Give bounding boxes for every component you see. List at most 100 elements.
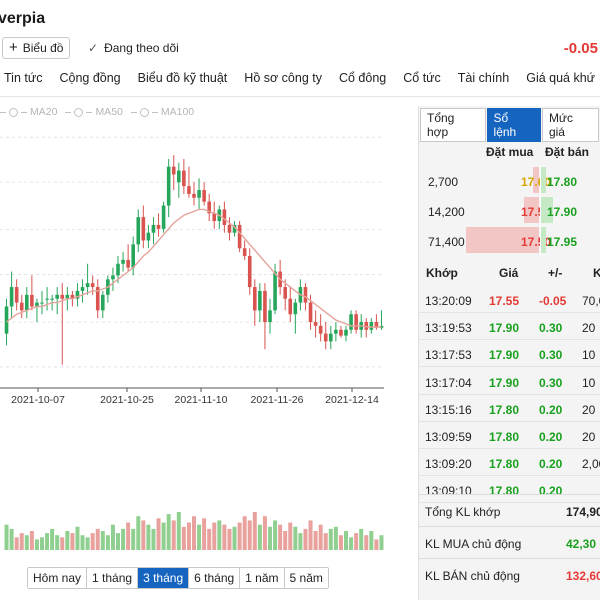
follow-button[interactable]: ✓ Đang theo dõi <box>88 41 179 55</box>
candle-body <box>303 287 308 303</box>
candle-body <box>121 259 125 264</box>
match-price: 17.90 <box>489 321 520 336</box>
volume-bar <box>308 520 313 550</box>
candle-body <box>9 287 14 307</box>
volume-bar <box>278 524 283 550</box>
match-change: 0.20 <box>539 457 563 472</box>
volume-bar <box>9 528 14 550</box>
match-change-header: +/- <box>548 266 563 280</box>
legend-ma50[interactable]: MA50 <box>65 106 123 118</box>
range-3-months[interactable]: 3 tháng <box>138 568 190 588</box>
candle-body <box>131 244 135 268</box>
buy-volume-value: 42,30 <box>566 537 597 551</box>
chart-button-label: Biểu đồ <box>22 41 64 55</box>
nav-divider <box>0 96 600 97</box>
volume-bar <box>141 520 146 550</box>
volume-bar <box>298 533 303 550</box>
tab-price-level[interactable]: Mức giá <box>541 108 600 142</box>
legend-ma100-label: MA100 <box>160 106 195 118</box>
candle-body <box>222 209 227 225</box>
summary-row: Tổng KL khớp 174,90 <box>418 495 600 526</box>
volume-bar <box>313 531 318 550</box>
summary-row: KL MUA chủ động 42,30 <box>418 527 600 558</box>
legend-ma100[interactable]: MA100 <box>130 106 195 118</box>
candle-body <box>151 224 156 233</box>
ask-price[interactable]: 17.95 <box>547 235 578 249</box>
nav-item-shareholders[interactable]: Cổ đông <box>338 71 387 85</box>
nav-item-company-profile[interactable]: Hồ sơ công ty <box>244 71 322 85</box>
match-volume: 10 <box>582 375 596 390</box>
volume-bar <box>247 520 252 550</box>
nav-item-tech-chart[interactable]: Biểu đồ kỹ thuật <box>137 71 228 85</box>
bid-volume: 2,700 <box>428 175 459 189</box>
range-6-months[interactable]: 6 tháng <box>189 568 241 588</box>
range-1-month[interactable]: 1 tháng <box>87 568 139 588</box>
volume-bar <box>359 528 364 550</box>
tab-order-book[interactable]: Sổ lệnh <box>486 108 541 142</box>
range-today[interactable]: Hôm nay <box>28 568 88 588</box>
summary-row: KL BÁN chủ động 132,60 <box>418 559 600 590</box>
nav-item-dividends[interactable]: Cổ tức <box>403 71 441 85</box>
match-price-header: Giá <box>499 266 519 280</box>
volume-bar <box>283 531 288 550</box>
volume-bar <box>186 522 191 550</box>
volume-bar <box>288 522 293 550</box>
legend-ma20[interactable]: MA20 <box>0 106 57 118</box>
range-1-year[interactable]: 1 năm <box>240 568 285 588</box>
nav-item-community[interactable]: Cộng đồng <box>59 71 121 85</box>
candle-body <box>45 298 49 300</box>
chart-button[interactable]: + Biểu đồ <box>2 37 71 59</box>
candle-body <box>75 290 80 299</box>
volume-bar <box>80 535 85 550</box>
candle-body <box>242 248 247 256</box>
ask-header: Đặt bán <box>545 145 590 159</box>
candle-body <box>288 298 293 315</box>
match-price: 17.90 <box>489 348 520 363</box>
match-row: 13:09:59 17.80 0.20 20 <box>418 422 600 449</box>
volume-bar <box>70 533 75 550</box>
price-change: -0.05 <box>563 40 598 57</box>
volume-bar <box>156 518 161 550</box>
candle-body <box>55 294 59 299</box>
ask-depth-bar <box>541 167 546 193</box>
volume-bar <box>207 528 212 550</box>
total-volume-value: 174,90 <box>566 505 600 519</box>
candle-body <box>369 322 374 330</box>
candle-body <box>354 314 358 330</box>
match-time: 13:15:16 <box>425 402 472 417</box>
candle-body <box>247 256 252 288</box>
volume-bar <box>323 533 328 550</box>
volume-bar <box>379 535 384 550</box>
nav-item-news[interactable]: Tin tức <box>4 71 43 85</box>
x-tick-label: 2021-10-25 <box>100 394 154 406</box>
price-chart[interactable]: 2021-10-07 2021-10-25 2021-11-10 2021-11-26… <box>0 118 410 558</box>
volume-bar <box>166 514 171 550</box>
ask-price[interactable]: 17.90 <box>547 205 578 219</box>
match-change: 0.30 <box>539 321 563 336</box>
tab-summary[interactable]: Tổng hợp <box>420 108 486 142</box>
candle-body <box>65 294 70 299</box>
range-5-years[interactable]: 5 năm <box>284 568 328 588</box>
candle-body <box>126 259 130 268</box>
candle-body <box>30 294 34 307</box>
volume-bar <box>65 531 70 550</box>
volume-bar <box>222 524 227 550</box>
volume-bar <box>90 533 95 550</box>
candle-body <box>349 314 353 330</box>
volume-bar <box>60 537 65 550</box>
match-row: 13:19:53 17.90 0.30 20 <box>418 313 600 341</box>
x-tick-label: 2021-10-07 <box>11 394 65 406</box>
volume-bar <box>176 512 181 550</box>
nav-item-finance[interactable]: Tài chính <box>457 71 510 85</box>
ask-price[interactable]: 17.80 <box>547 175 578 189</box>
match-time: 13:19:53 <box>425 321 472 336</box>
total-volume-label: Tổng KL khớp <box>425 505 501 519</box>
toggle-icon <box>74 107 84 117</box>
match-volume: 20 <box>582 321 596 336</box>
match-price: 17.80 <box>489 402 520 417</box>
x-tick-label: 2021-11-10 <box>175 394 228 406</box>
nav-item-price-history[interactable]: Giá quá khứ <box>526 71 596 85</box>
volume-bar <box>227 528 232 550</box>
bid-depth-bar <box>524 197 539 223</box>
match-change: 0.30 <box>539 375 563 390</box>
